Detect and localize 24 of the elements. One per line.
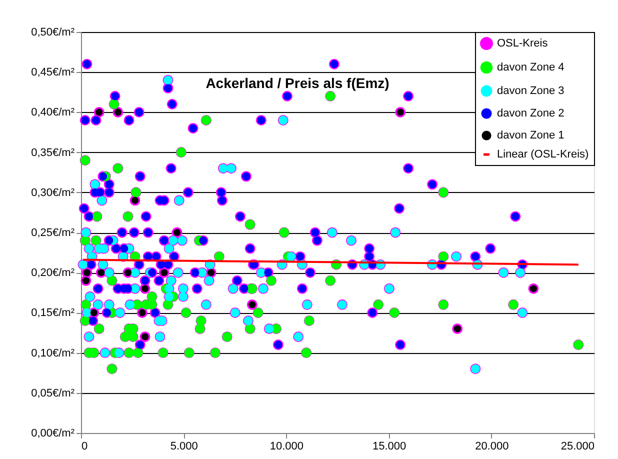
y-tick-label: 0,05€/m² — [31, 387, 75, 400]
legend-label: OSL-Kreis — [497, 38, 548, 50]
y-tick-label: 0,45€/m² — [31, 66, 75, 79]
y-tick-label: 0,30€/m² — [31, 186, 75, 199]
text: Ackerland / Preis als f(Emz) — [206, 75, 390, 91]
legend-label: davon Zone 2 — [497, 108, 564, 120]
legend-label: davon Zone 1 — [497, 130, 564, 142]
x-tick-label: 20.000 — [475, 440, 509, 452]
y-tick-label: 0,35€/m² — [31, 146, 75, 159]
legend-label: davon Zone 4 — [497, 62, 564, 74]
x-tick-label: 15.000 — [372, 440, 406, 452]
y-tick-label: 0,40€/m² — [31, 106, 75, 119]
y-tick-label: 0,20€/m² — [31, 267, 75, 280]
y-tick-label: 0,00€/m² — [31, 428, 75, 440]
x-tick-label: 10.000 — [270, 440, 304, 452]
y-tick-label: 0,10€/m² — [31, 347, 75, 360]
legend-label: Linear (OSL-Kreis) — [497, 148, 589, 160]
legend-label: davon Zone 3 — [497, 85, 564, 97]
x-tick-label: 25.000 — [560, 440, 594, 452]
y-tick-label: 0,25€/m² — [31, 227, 75, 239]
x-tick-label: 5.000 — [170, 440, 198, 452]
y-tick-label: 0,15€/m² — [31, 307, 75, 320]
x-tick-label: 0 — [82, 440, 88, 452]
y-tick-label: 0,50€/m² — [31, 26, 75, 38]
